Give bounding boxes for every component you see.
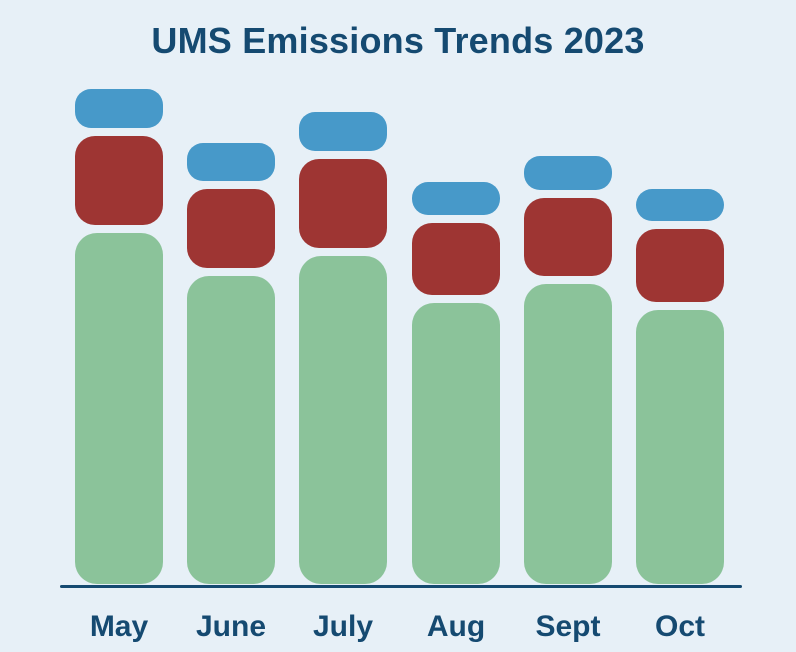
bar-aug-red-middle-segment [412, 223, 500, 295]
bar-oct-blue-top-segment [636, 189, 724, 221]
bar-june-green-bottom-segment [187, 276, 275, 584]
chart-title: UMS Emissions Trends 2023 [151, 20, 645, 61]
bar-may-blue-top-segment [75, 89, 163, 128]
x-axis-label-june: June [195, 610, 267, 643]
bar-aug-blue-top-segment [412, 182, 500, 215]
bar-june-blue-top-segment [187, 143, 275, 181]
bar-sept-red-middle-segment [524, 198, 612, 276]
bar-aug-green-bottom-segment [412, 303, 500, 584]
bar-july-blue-top-segment [299, 112, 387, 151]
bar-may-red-middle-segment [75, 136, 163, 225]
bar-july-red-middle-segment [299, 159, 387, 248]
x-axis-line [60, 585, 742, 588]
bar-sept-blue-top-segment [524, 156, 612, 190]
x-axis-label-july: July [312, 610, 374, 643]
x-axis-label-aug: Aug [426, 610, 486, 643]
x-axis-label-sept: Sept [535, 610, 601, 643]
bar-june-red-middle-segment [187, 189, 275, 268]
x-axis-label-may: May [89, 610, 149, 643]
bar-sept-green-bottom-segment [524, 284, 612, 584]
bar-may-green-bottom-segment [75, 233, 163, 584]
x-axis-label-oct: Oct [654, 610, 705, 643]
bar-oct-red-middle-segment [636, 229, 724, 302]
bar-oct-green-bottom-segment [636, 310, 724, 584]
bar-july-green-bottom-segment [299, 256, 387, 584]
